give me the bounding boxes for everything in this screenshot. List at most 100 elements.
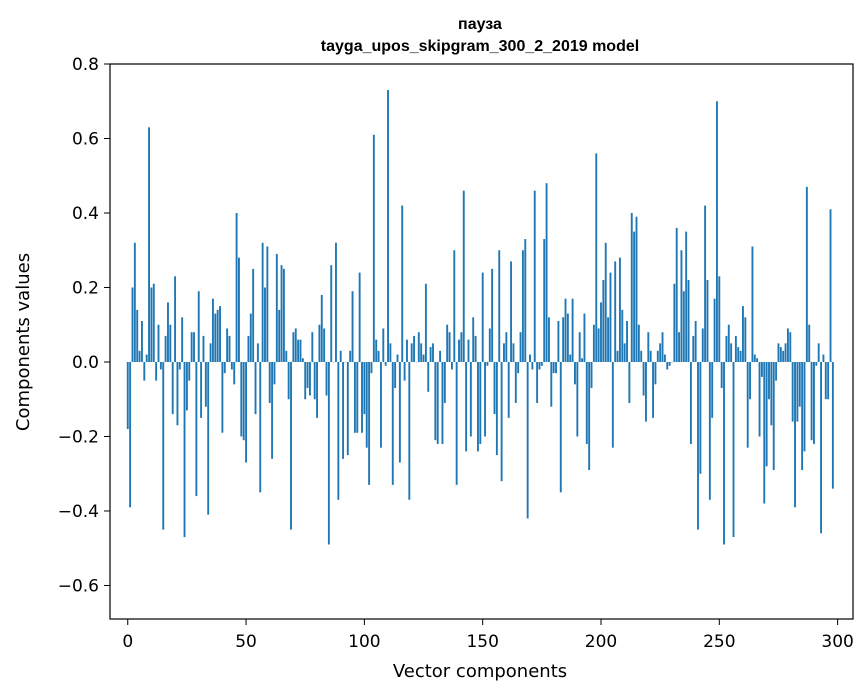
bar-component-277 (782, 350, 785, 362)
bar-component-113 (394, 361, 397, 389)
bar-component-209 (621, 309, 624, 362)
bar-component-228 (666, 361, 669, 370)
bar-component-283 (796, 361, 799, 422)
bar-component-298 (831, 361, 834, 489)
bar-component-77 (309, 361, 311, 396)
bar-component-60 (268, 361, 271, 403)
x-tick-label-100: 100 (348, 632, 380, 652)
bar-component-216 (637, 324, 640, 362)
bar-component-2 (131, 287, 134, 362)
bar-component-55 (256, 343, 259, 362)
bar-component-211 (626, 321, 628, 362)
plot-frame (109, 63, 854, 620)
bar-component-129 (432, 343, 434, 362)
bar-component-218 (642, 361, 645, 396)
bar-component-114 (396, 354, 399, 362)
bar-component-172 (533, 190, 536, 362)
bar-component-285 (801, 361, 804, 471)
bar-component-6 (141, 321, 143, 362)
bar-component-140 (458, 339, 460, 362)
bar-component-235 (682, 291, 685, 362)
bar-component-265 (753, 354, 756, 362)
bar-component-251 (720, 361, 723, 389)
bar-component-284 (798, 361, 801, 407)
y-tick-label-5: 0.4 (72, 204, 99, 224)
bar-component-242 (699, 361, 702, 474)
bar-component-192 (581, 358, 584, 362)
bar-component-104 (372, 134, 375, 362)
bar-component-170 (529, 354, 531, 362)
bar-component-219 (645, 361, 647, 422)
bar-component-131 (436, 361, 439, 444)
bar-component-83 (323, 328, 326, 362)
bar-component-65 (280, 265, 283, 362)
bar-component-287 (805, 186, 808, 362)
bar-component-212 (628, 361, 631, 403)
bar-component-90 (339, 350, 342, 362)
bar-component-253 (725, 335, 728, 362)
bar-component-116 (401, 205, 404, 362)
bar-component-10 (150, 287, 153, 362)
bar-component-107 (379, 361, 382, 448)
bar-component-24 (183, 361, 186, 538)
bar-component-274 (775, 361, 778, 381)
bar-component-78 (311, 332, 314, 362)
bar-component-21 (176, 361, 179, 426)
bar-component-280 (789, 332, 792, 362)
bar-component-105 (375, 339, 378, 362)
bar-component-17 (167, 302, 169, 362)
bar-component-167 (521, 250, 524, 362)
bar-component-72 (297, 339, 300, 362)
bar-component-75 (304, 361, 307, 400)
bar-component-147 (474, 335, 477, 362)
bar-component-56 (259, 361, 262, 493)
bar-component-62 (273, 361, 276, 385)
bar-component-20 (174, 276, 177, 362)
bar-component-294 (822, 354, 825, 362)
bar-component-169 (526, 361, 529, 519)
bar-component-132 (439, 350, 442, 362)
bar-component-202 (604, 242, 607, 362)
bar-component-232 (675, 227, 678, 362)
bar-component-175 (540, 361, 543, 366)
bar-component-143 (465, 361, 468, 452)
bar-component-208 (618, 257, 621, 362)
x-tick-label-250: 250 (703, 632, 735, 652)
bar-component-282 (794, 361, 796, 508)
bar-component-48 (240, 361, 243, 437)
bar-component-41 (223, 361, 226, 374)
bar-component-238 (689, 361, 692, 444)
bar-component-3 (133, 242, 136, 362)
bar-component-141 (460, 332, 463, 362)
bar-component-190 (576, 361, 579, 437)
y-tick-label-0: −0.6 (58, 576, 99, 596)
bar-component-63 (275, 253, 278, 362)
bar-component-5 (138, 350, 141, 362)
bar-component-108 (382, 328, 385, 362)
bar-component-263 (749, 361, 752, 400)
bar-component-1 (129, 361, 132, 508)
bar-component-7 (143, 361, 146, 381)
bar-component-68 (287, 361, 290, 400)
y-tick-label-3: 0.0 (72, 353, 99, 373)
bar-component-154 (491, 268, 494, 362)
bar-component-119 (408, 361, 411, 500)
bar-component-86 (330, 265, 333, 362)
bar-component-59 (266, 246, 269, 362)
bar-component-67 (285, 350, 288, 362)
bar-component-166 (519, 332, 522, 362)
bar-component-160 (505, 332, 508, 362)
bar-component-64 (278, 309, 281, 362)
bar-component-142 (462, 190, 465, 362)
bar-component-53 (252, 268, 255, 362)
bar-component-213 (630, 212, 633, 362)
bar-component-221 (649, 350, 652, 362)
bar-component-76 (306, 361, 309, 389)
bar-component-35 (209, 343, 212, 362)
bar-component-229 (668, 361, 671, 366)
bar-component-123 (417, 332, 420, 362)
bar-component-269 (763, 361, 766, 504)
bar-component-25 (185, 361, 188, 411)
bar-component-47 (238, 257, 240, 362)
bar-component-156 (495, 361, 498, 456)
